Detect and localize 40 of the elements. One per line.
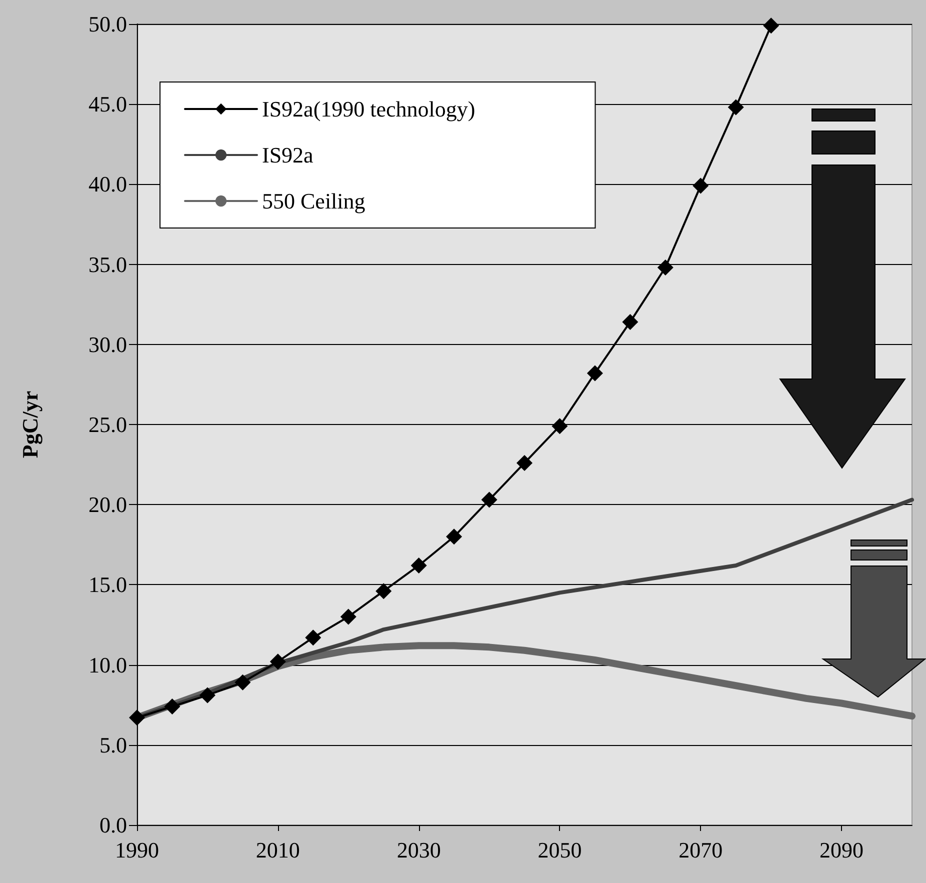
- point: [657, 260, 674, 276]
- legend-label: 550 Ceiling: [262, 188, 366, 214]
- point: [234, 674, 251, 690]
- y-tick-label: 30.0: [88, 332, 127, 357]
- y-tick-label: 25.0: [88, 412, 127, 437]
- point: [199, 687, 216, 704]
- point: [692, 178, 709, 194]
- legend-label: IS92a(1990 technology): [262, 96, 476, 122]
- point: [305, 630, 322, 646]
- y-tick-label: 50.0: [88, 12, 127, 36]
- point: [728, 99, 744, 116]
- x-tick-label: 2050: [538, 838, 582, 862]
- point: [410, 557, 427, 574]
- y-axis-title: PgC/yr: [18, 390, 42, 458]
- y-tick-label: 10.0: [88, 652, 127, 678]
- point: [129, 710, 145, 726]
- y-tick-label: 35.0: [88, 252, 127, 277]
- point: [481, 492, 498, 508]
- point: [586, 365, 603, 382]
- point: [376, 583, 392, 600]
- y-tick-label: 20.0: [88, 492, 127, 518]
- y-tick-label: 0.0: [100, 812, 127, 838]
- point: [340, 608, 356, 625]
- y-tick-label: 5.0: [100, 732, 127, 758]
- point: [164, 698, 180, 714]
- point: [516, 454, 532, 471]
- point: [270, 654, 286, 670]
- y-tick-label: 45.0: [88, 92, 127, 117]
- point: [763, 18, 780, 34]
- x-tick-label: 2090: [820, 838, 864, 862]
- point: [622, 314, 638, 330]
- x-tick-label: 2070: [678, 838, 723, 862]
- point: [552, 418, 568, 434]
- x-tick-label: 1990: [115, 838, 159, 862]
- y-tick-label: 40.0: [88, 172, 127, 197]
- y-tick-label: 15.0: [88, 572, 127, 598]
- point: [446, 528, 462, 545]
- x-tick-label: 2030: [396, 838, 441, 862]
- x-tick-label: 2010: [256, 838, 300, 862]
- legend-label: IS92a: [262, 142, 314, 168]
